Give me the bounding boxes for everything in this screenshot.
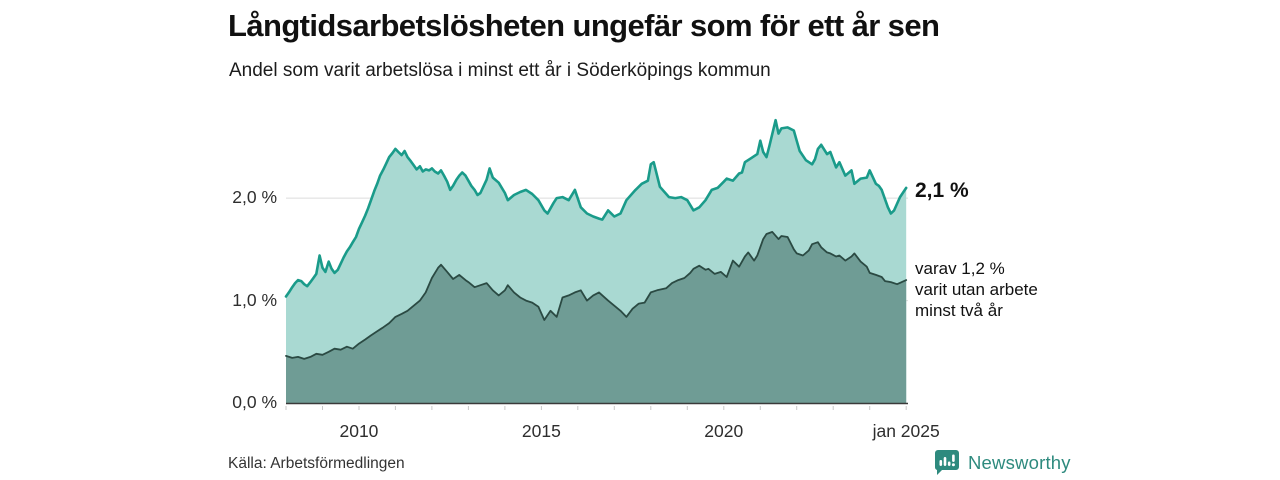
brand-name: Newsworthy (968, 451, 1071, 473)
series-line (284, 118, 908, 298)
x-axis-tick-label: 2015 (521, 421, 561, 441)
sub-annotation-line-2: varit utan arbete (915, 280, 1038, 299)
series-area (286, 231, 907, 403)
newsworthy-icon (934, 450, 959, 475)
series-line (285, 231, 908, 360)
sub-series-annotation: varav 1,2 % varit utan arbete minst två … (915, 258, 1038, 321)
x-axis-tick-label: jan 2025 (872, 421, 940, 441)
y-axis-tick-label: 1,0 % (232, 289, 277, 310)
source-note: Källa: Arbetsförmedlingen (228, 455, 405, 472)
y-axis-tick-label: 2,0 % (232, 187, 277, 208)
x-axis-tick-label: 2020 (704, 421, 744, 441)
x-axis-tick-label: 2010 (339, 421, 379, 441)
page-subtitle: Andel som varit arbetslösa i minst ett å… (229, 60, 771, 81)
y-axis-tick-label: 0,0 % (232, 392, 277, 412)
latest-value-label: 2,1 % (915, 179, 969, 202)
sub-annotation-line-1: varav 1,2 % (915, 259, 1005, 278)
newsworthy-logo: Newsworthy (934, 449, 1071, 476)
page-title: Långtidsarbetslösheten ungefär som för e… (228, 8, 940, 43)
sub-annotation-line-3: minst två år (915, 301, 1003, 320)
